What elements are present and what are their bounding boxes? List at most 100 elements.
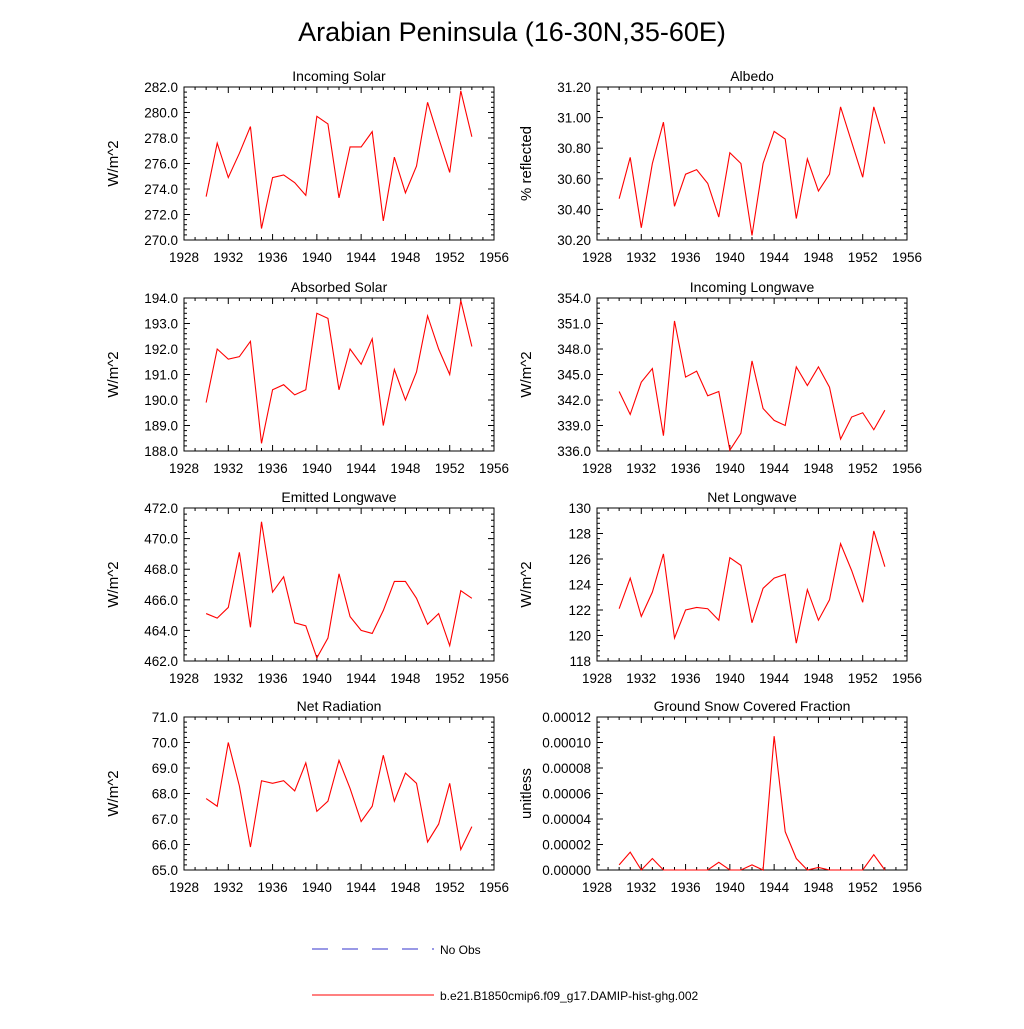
chart-net-longwave-xtick-label: 1948 — [803, 671, 833, 686]
chart-ground-snow-covered-fraction-ytick-label: 0.00000 — [542, 863, 591, 878]
legend: No Obs b.e21.B1850cmip6.f09_g17.DAMIP-his… — [312, 943, 698, 1003]
chart-net-longwave-ytick-label: 130 — [568, 501, 591, 516]
chart-emitted-longwave-xtick-label: 1948 — [390, 671, 420, 686]
chart-net-longwave-xtick-label: 1940 — [715, 671, 745, 686]
chart-incoming-longwave-ytick-label: 348.0 — [557, 342, 591, 357]
chart-incoming-solar-xtick-label: 1940 — [302, 250, 332, 265]
chart-ground-snow-covered-fraction-xtick-label: 1956 — [892, 880, 922, 895]
chart-ground-snow-covered-fraction-xtick-label: 1932 — [626, 880, 656, 895]
chart-emitted-longwave-ytick-label: 468.0 — [144, 562, 178, 577]
chart-incoming-solar-ylabel: W/m^2 — [105, 140, 122, 186]
chart-ground-snow-covered-fraction-xtick-label: 1944 — [759, 880, 790, 895]
chart-albedo-ytick-label: 31.00 — [557, 111, 591, 126]
chart-net-longwave-xtick-label: 1936 — [671, 671, 701, 686]
chart-incoming-longwave-series-line — [618, 320, 886, 452]
chart-net-radiation-ytick-label: 66.0 — [152, 838, 178, 853]
chart-absorbed-solar-ytick-label: 190.0 — [144, 393, 178, 408]
chart-emitted-longwave-xtick-label: 1932 — [213, 671, 243, 686]
chart-ground-snow-covered-fraction-ylabel: unitless — [518, 768, 535, 819]
chart-albedo-ytick-label: 30.60 — [557, 172, 591, 187]
chart-incoming-solar-series-line — [205, 90, 473, 229]
chart-net-radiation-xtick-label: 1936 — [258, 880, 288, 895]
chart-net-longwave-title: Net Longwave — [707, 489, 797, 505]
chart-net-longwave-ytick-label: 118 — [569, 654, 591, 669]
chart-net-longwave-xtick-label: 1944 — [759, 671, 790, 686]
chart-net-longwave-series-line — [618, 530, 886, 644]
chart-incoming-solar-ytick-label: 282.0 — [144, 80, 178, 95]
chart-absorbed-solar: Absorbed Solar W/m^2 1928 1932 1936 1940 1944 1… — [105, 279, 509, 476]
chart-absorbed-solar-xtick-label: 1940 — [302, 461, 332, 476]
chart-incoming-longwave-xtick-label: 1928 — [582, 461, 612, 476]
chart-incoming-longwave: Incoming Longwave W/m^2 1928 1932 1936 1940 19… — [518, 279, 922, 476]
chart-net-radiation-ytick-label: 67.0 — [152, 812, 178, 827]
chart-ground-snow-covered-fraction-series-line — [618, 736, 886, 871]
chart-incoming-longwave-ytick-label: 351.0 — [557, 317, 591, 332]
chart-ground-snow-covered-fraction-ytick-label: 0.00008 — [542, 761, 591, 776]
chart-absorbed-solar-title: Absorbed Solar — [291, 279, 388, 295]
chart-albedo: Albedo % reflected 1928 1932 1936 1940 1944 194… — [518, 68, 922, 265]
chart-incoming-solar-frame — [183, 86, 495, 241]
chart-net-radiation-xtick-label: 1948 — [390, 880, 420, 895]
chart-ground-snow-covered-fraction-xtick-label: 1952 — [848, 880, 878, 895]
chart-incoming-solar-xtick-label: 1932 — [213, 250, 243, 265]
chart-net-longwave-ytick-label: 124 — [568, 578, 591, 593]
chart-incoming-solar-xtick-label: 1948 — [390, 250, 420, 265]
chart-albedo-series-line — [618, 106, 886, 236]
chart-ground-snow-covered-fraction-xtick-label: 1936 — [671, 880, 701, 895]
chart-emitted-longwave-ylabel: W/m^2 — [105, 561, 122, 607]
chart-emitted-longwave-ytick-label: 464.0 — [144, 623, 178, 638]
chart-albedo-xtick-label: 1948 — [803, 250, 833, 265]
panels: Incoming Solar W/m^2 1928 1932 1936 1940 1944 1… — [105, 68, 922, 895]
chart-absorbed-solar-series-line — [205, 300, 473, 444]
chart-net-longwave: Net Longwave W/m^2 1928 1932 1936 1940 1944 194… — [518, 489, 922, 686]
chart-absorbed-solar-xtick-label: 1944 — [346, 461, 377, 476]
chart-incoming-solar-xtick-label: 1956 — [479, 250, 509, 265]
chart-incoming-longwave-xtick-label: 1932 — [626, 461, 656, 476]
chart-absorbed-solar-ytick-label: 189.0 — [144, 419, 178, 434]
chart-net-longwave-xtick-label: 1928 — [582, 671, 612, 686]
chart-absorbed-solar-xtick-label: 1928 — [169, 461, 199, 476]
chart-absorbed-solar-xtick-label: 1936 — [258, 461, 288, 476]
chart-net-radiation-ylabel: W/m^2 — [105, 770, 122, 816]
chart-incoming-longwave-ytick-label: 354.0 — [557, 291, 591, 306]
chart-ground-snow-covered-fraction-ytick-label: 0.00002 — [542, 838, 591, 853]
chart-incoming-solar-ytick-label: 276.0 — [144, 157, 178, 172]
chart-incoming-longwave-ytick-label: 342.0 — [557, 393, 591, 408]
chart-incoming-longwave-xtick-label: 1948 — [803, 461, 833, 476]
chart-net-longwave-ytick-label: 120 — [568, 629, 591, 644]
chart-net-radiation-series-line — [205, 742, 473, 852]
chart-incoming-solar-ytick-label: 270.0 — [144, 233, 178, 248]
chart-net-longwave-xtick-label: 1956 — [892, 671, 922, 686]
chart-emitted-longwave-xtick-label: 1928 — [169, 671, 199, 686]
chart-incoming-longwave-ylabel: W/m^2 — [518, 351, 535, 397]
chart-absorbed-solar-ytick-label: 188.0 — [144, 444, 178, 459]
chart-albedo-xtick-label: 1956 — [892, 250, 922, 265]
chart-incoming-solar-xtick-label: 1944 — [346, 250, 377, 265]
chart-ground-snow-covered-fraction-ytick-label: 0.00010 — [542, 736, 591, 751]
chart-incoming-longwave-xtick-label: 1944 — [759, 461, 790, 476]
chart-ground-snow-covered-fraction-xtick-label: 1928 — [582, 880, 612, 895]
chart-net-radiation-xtick-label: 1940 — [302, 880, 332, 895]
chart-incoming-solar-title: Incoming Solar — [292, 68, 386, 84]
chart-albedo-title: Albedo — [730, 68, 774, 84]
chart-absorbed-solar-ytick-label: 192.0 — [144, 342, 178, 357]
chart-net-radiation-ytick-label: 70.0 — [152, 736, 178, 751]
chart-emitted-longwave: Emitted Longwave W/m^2 1928 1932 1936 1940 194… — [105, 489, 509, 686]
chart-absorbed-solar-ytick-label: 191.0 — [144, 368, 178, 383]
chart-net-longwave-ytick-label: 126 — [568, 552, 591, 567]
chart-incoming-solar-ytick-label: 278.0 — [144, 131, 178, 146]
chart-ground-snow-covered-fraction-title: Ground Snow Covered Fraction — [654, 698, 851, 714]
chart-absorbed-solar-xtick-label: 1956 — [479, 461, 509, 476]
chart-absorbed-solar-ytick-label: 194.0 — [144, 291, 178, 306]
chart-emitted-longwave-xtick-label: 1936 — [258, 671, 288, 686]
chart-absorbed-solar-xtick-label: 1952 — [435, 461, 465, 476]
chart-ground-snow-covered-fraction-ytick-label: 0.00012 — [542, 710, 591, 725]
chart-incoming-solar-ytick-label: 274.0 — [144, 182, 178, 197]
chart-albedo-xtick-label: 1928 — [582, 250, 612, 265]
chart-albedo-xtick-label: 1952 — [848, 250, 878, 265]
chart-incoming-longwave-title: Incoming Longwave — [690, 279, 815, 295]
chart-net-radiation-ytick-label: 68.0 — [152, 787, 178, 802]
chart-incoming-longwave-xtick-label: 1952 — [848, 461, 878, 476]
chart-albedo-xtick-label: 1940 — [715, 250, 745, 265]
